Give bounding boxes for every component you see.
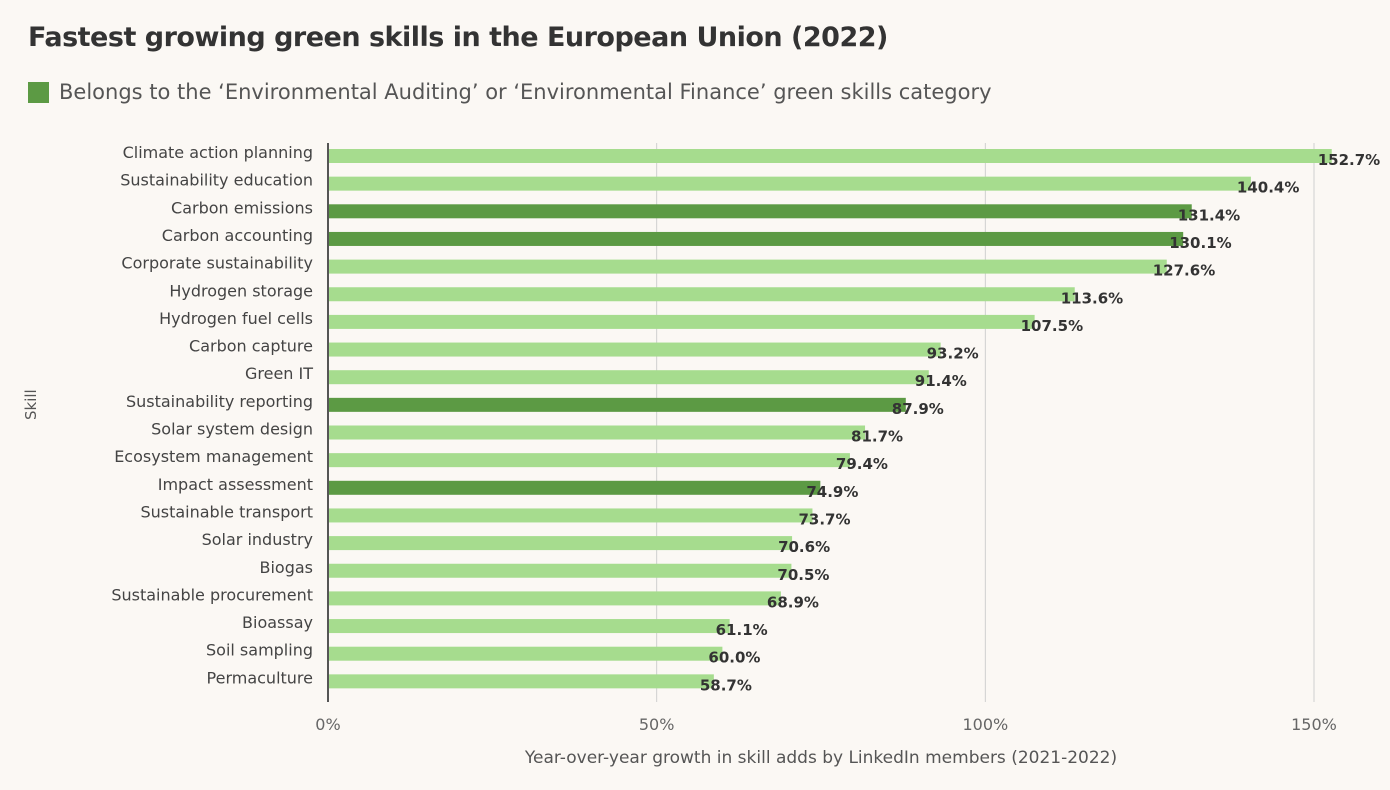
category-label: Soil sampling (206, 641, 313, 660)
value-label: 58.7% (700, 676, 752, 694)
value-label: 87.9% (892, 400, 944, 418)
category-label: Green IT (245, 364, 313, 383)
value-label: 127.6% (1153, 262, 1215, 280)
bar (328, 204, 1192, 219)
legend-swatch (28, 81, 49, 103)
x-axis-label: Year-over-year growth in skill adds by L… (524, 748, 1118, 768)
value-label: 113.6% (1061, 289, 1123, 307)
value-label: 74.9% (806, 483, 858, 501)
legend: Belongs to the ‘Environmental Auditing’ … (28, 80, 992, 104)
bar (328, 591, 781, 606)
value-label: 68.9% (767, 593, 819, 611)
category-label: Ecosystem management (114, 447, 313, 466)
chart-title: Fastest growing green skills in the Euro… (28, 22, 888, 53)
value-label: 91.4% (915, 372, 967, 390)
category-label: Carbon emissions (171, 198, 313, 217)
bar (328, 342, 941, 357)
category-label: Carbon capture (189, 337, 313, 356)
legend-label: Belongs to the ‘Environmental Auditing’ … (59, 80, 992, 104)
category-label: Sustainability education (120, 171, 313, 190)
bar (328, 425, 866, 440)
category-label: Biogas (259, 558, 313, 577)
bar (328, 176, 1251, 191)
value-label: 131.4% (1178, 206, 1240, 224)
bar (328, 619, 730, 634)
x-tick-label: 0% (315, 715, 340, 734)
value-label: 61.1% (716, 621, 768, 639)
bar (328, 259, 1167, 274)
category-label: Sustainability reporting (126, 392, 313, 411)
category-label: Sustainable procurement (111, 585, 313, 604)
bar (328, 536, 793, 551)
x-tick-label: 100% (962, 715, 1008, 734)
value-label: 70.6% (778, 538, 830, 556)
value-label: 93.2% (927, 345, 979, 363)
bar (328, 314, 1035, 329)
value-label: 70.5% (777, 566, 829, 584)
category-label: Carbon accounting (162, 226, 313, 245)
x-tick-label: 50% (639, 715, 675, 734)
value-label: 79.4% (836, 455, 888, 473)
category-label: Sustainable transport (140, 502, 313, 521)
value-label: 130.1% (1169, 234, 1231, 252)
bar (328, 453, 850, 468)
value-label: 81.7% (851, 428, 903, 446)
bar (328, 563, 792, 578)
bar (328, 480, 821, 495)
value-label: 107.5% (1021, 317, 1083, 335)
category-label: Bioassay (242, 613, 313, 632)
bar (328, 508, 813, 523)
category-label: Solar industry (202, 530, 313, 549)
x-tick-label: 150% (1291, 715, 1337, 734)
category-label: Climate action planning (123, 143, 313, 162)
category-label: Impact assessment (158, 475, 313, 494)
category-label: Hydrogen fuel cells (159, 309, 313, 328)
value-label: 152.7% (1318, 151, 1380, 169)
category-label: Corporate sustainability (121, 254, 313, 273)
value-label: 140.4% (1237, 179, 1299, 197)
bar (328, 287, 1075, 302)
value-label: 60.0% (708, 649, 760, 667)
bar (328, 149, 1332, 163)
bar (328, 397, 906, 412)
value-label: 73.7% (798, 510, 850, 528)
category-label: Hydrogen storage (169, 281, 313, 300)
category-label: Solar system design (151, 420, 313, 439)
bar (328, 646, 723, 661)
bar (328, 674, 714, 689)
category-label: Permaculture (207, 668, 313, 687)
bar (328, 231, 1184, 246)
bar (328, 370, 929, 385)
